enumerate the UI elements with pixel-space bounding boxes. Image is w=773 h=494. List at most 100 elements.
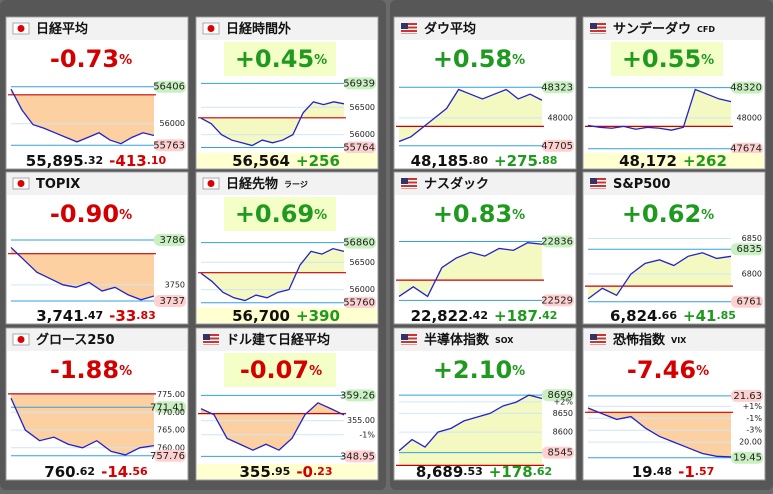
price-line [200,101,345,147]
percent: -1.88 [50,356,119,384]
y-tick-label: 8699 [548,390,573,401]
price-text: 8,689.53 +178.62 [416,463,552,481]
percent-unit: % [696,364,709,379]
tile-header [395,18,575,40]
percent-unit: % [701,53,714,68]
price: 55,895 [26,152,84,170]
y-tick-label: 55763 [153,140,185,151]
percent-unit: % [119,53,132,68]
area-fill [588,408,731,457]
flag-sun [207,25,215,32]
y-tick-label: -3% [746,426,762,435]
price-highlight [197,464,377,479]
flag-stripe [401,183,417,185]
price-text: 22,822.42 +187.42 [411,307,558,325]
y-tick-label: 47705 [541,141,573,152]
percent: +0.69 [235,200,314,228]
flag-sun [207,180,215,187]
price-text: 760.62 -14.56 [44,463,148,481]
tick-badge [154,401,186,414]
price-decimals: .32 [84,154,104,167]
price-line [200,247,345,302]
title: S&P500 [613,177,670,192]
flag-stripe [401,336,417,338]
percent-unit: % [119,208,132,223]
tile-title: 半導体指数 SOX [424,332,514,348]
area-fill [11,89,154,144]
y-tick-label: 770.00 [157,408,185,417]
title: 日経平均 [36,21,88,37]
y-tick-label: 8650 [553,409,573,418]
percent: +0.62 [622,200,701,228]
change-decimals: .85 [716,309,736,322]
percent-unit: % [314,53,327,68]
price-line [587,407,732,458]
percent: +2.10 [433,356,512,384]
flag-stripe [203,339,219,341]
flag-stripe [401,343,417,345]
tile-header [7,329,187,351]
flag-canton [401,178,408,184]
price-text: 56,700 +390 [232,307,340,325]
change-decimals: .42 [538,309,558,322]
change-percent: -7.46% [627,356,709,384]
y-tick-label: 771.41 [150,402,185,413]
flag-canton [590,334,597,340]
change-decimals: .62 [533,465,553,478]
flag-stripe [590,187,606,189]
tile-header [7,173,187,195]
y-tick-label: 775.00 [157,390,185,399]
change: +262 [683,152,727,170]
y-tick-label: 6800 [742,270,762,279]
price: 760 [44,463,75,481]
change-percent: +0.58% [433,45,525,73]
area-fill [399,242,542,297]
flag-stripe [590,183,606,185]
change-percent: +0.83% [433,200,525,228]
tile-header [584,173,764,195]
y-tick-label: 56000 [350,285,375,294]
price-decimals: .66 [658,309,678,322]
percent-unit: % [512,364,525,379]
price-highlight [197,153,377,168]
percent: +0.55 [622,45,701,73]
percent: -0.73 [50,45,119,73]
tile-header [395,173,575,195]
tile-title: ナスダック [424,176,489,192]
price-text: 6,824.66 +41.85 [610,307,736,325]
price-text: 48,172 +262 [619,152,727,170]
title: 日経時間外 [226,21,291,37]
title: 半導体指数 [424,332,490,348]
title-suffix: ラージ [284,180,308,189]
price: 3,741 [36,307,83,325]
price-text: 55,895.32 -413.10 [26,152,167,170]
price-decimals: .62 [76,465,96,478]
tick-badge [154,295,186,308]
y-tick-label: 22529 [541,295,573,306]
y-tick-label: 8545 [548,448,573,459]
flag-stripe [401,339,417,341]
change-decimals: .56 [128,465,148,478]
tile-header [197,329,377,351]
tile-title: 日経先物 ラージ [226,176,308,192]
change-decimals: .83 [136,309,156,322]
price-line [398,242,543,298]
percent: -0.90 [50,200,119,228]
flag-stripe [590,339,606,341]
percent: -0.07 [240,356,309,384]
change: +256 [296,152,340,170]
tick-badge [731,81,763,94]
y-tick-label: 6761 [737,297,762,308]
y-tick-label: 8600 [553,428,573,437]
flag-stripe [401,180,417,182]
y-tick-label: 757.76 [150,451,185,462]
percent-highlight [611,42,723,76]
percent-unit: % [309,364,322,379]
flag-stripe [203,336,219,338]
area-fill [201,248,344,301]
flag-stripe [401,32,417,34]
percent: +0.58 [433,45,512,73]
flag-stripe [590,32,606,34]
